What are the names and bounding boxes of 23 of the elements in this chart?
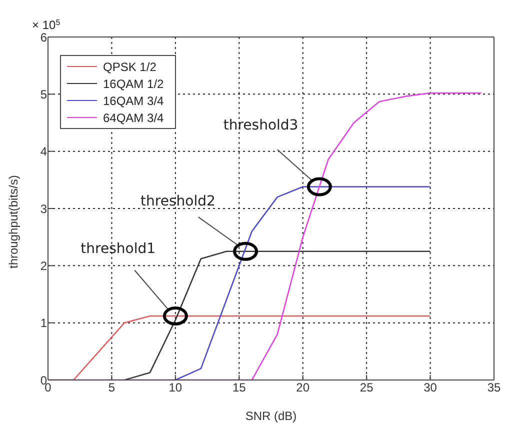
x-tick-label: 25 (360, 380, 374, 395)
x-tick-label: 15 (232, 380, 246, 395)
x-tick-label: 10 (168, 380, 182, 395)
x-tick-label: 35 (487, 380, 501, 395)
legend-label: 64QAM 3/4 (103, 110, 164, 124)
y-tick-label: 6 (40, 30, 48, 44)
legend-label: QPSK 1/2 (103, 60, 156, 74)
text: × 10$^{5}$ (32, 18, 61, 32)
y-tick-label: 3 (40, 202, 48, 216)
x-tick-label: 5 (108, 380, 116, 395)
x-axis-title: SNR (dB) (245, 409, 297, 423)
x-tick-label: 20 (296, 380, 310, 395)
legend-label: 16QAM 3/4 (103, 94, 164, 108)
legend-label: 16QAM 1/2 (103, 76, 164, 90)
annotation: threshold1 (80, 241, 156, 258)
y-tick-label: 2 (40, 258, 48, 273)
y-tick-label: 5 (40, 87, 48, 102)
annotation: threshold3 (223, 118, 298, 134)
annotation: threshold2 (140, 194, 216, 210)
y-axis-title: throughput(bits/s) (6, 175, 20, 268)
x-tick-label: 30 (424, 380, 438, 395)
y-tick-label: 1 (40, 316, 48, 330)
y-tick-label: 4 (40, 144, 48, 159)
